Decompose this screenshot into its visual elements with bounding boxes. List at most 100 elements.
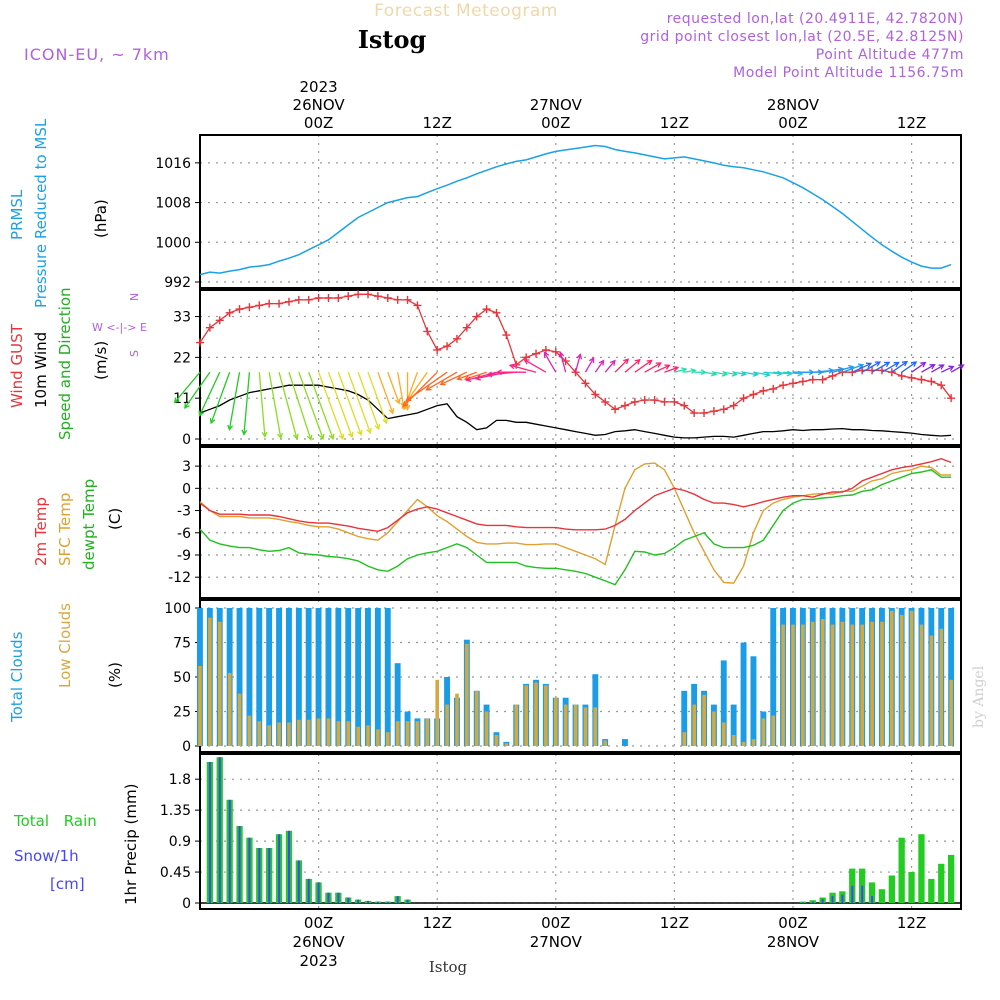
- wind-arrowhead: [425, 385, 432, 391]
- wind-arrowhead: [347, 431, 354, 439]
- gust-label: Wind GUST: [8, 323, 26, 408]
- gust-marker: [808, 375, 817, 384]
- wind-arrow: [674, 368, 687, 373]
- wind-arrowhead: [209, 418, 216, 425]
- wind-arrowhead: [374, 423, 381, 431]
- gust-marker: [828, 371, 837, 380]
- snow-bar: [801, 902, 804, 903]
- wind-arrowhead: [958, 364, 965, 370]
- low-cloud-bar: [376, 729, 380, 746]
- gust-marker: [709, 407, 718, 416]
- total-cloud-bar: [681, 690, 688, 746]
- gust-marker: [611, 405, 620, 414]
- top-time-axis: 00Z 12Z 00Z 12Z 00Z 12Z 26NOV 27NOV 28NOV 2023: [293, 78, 927, 132]
- low-cloud-bar: [781, 624, 785, 746]
- wind-arrow: [881, 362, 899, 373]
- wind-arrowhead: [456, 375, 463, 381]
- gust-marker: [423, 327, 432, 336]
- low-cloud-bar: [850, 624, 855, 746]
- panel-frame: [199, 599, 962, 753]
- gust-marker: [275, 299, 284, 308]
- pressure-labels: PRMSL Pressure Reduced to MSL (hPa): [8, 118, 110, 308]
- wind-arrowhead: [495, 369, 502, 376]
- snow-bar: [871, 896, 874, 903]
- gust-marker: [304, 295, 313, 304]
- bottom-tick-label: 00Z: [541, 914, 570, 932]
- low-cloud-bar: [257, 721, 262, 746]
- wind-arrow: [210, 371, 231, 424]
- temperature-panel: -12 -9 -6 -3 0 3: [168, 446, 962, 599]
- wind-arrow: [604, 360, 616, 373]
- precip-labels: Total Rain Snow/1h [cm] 1hr Precip (mm): [13, 784, 140, 905]
- wind-arrow: [347, 371, 371, 434]
- gust-marker: [670, 397, 679, 406]
- gust-marker: [314, 294, 323, 302]
- wind-arrowhead: [865, 362, 873, 368]
- wind-arrowhead: [857, 363, 865, 369]
- gust-marker: [393, 295, 402, 304]
- y-tick-label: -3: [177, 504, 191, 520]
- y-tick-label: 992: [164, 275, 191, 291]
- low-cloud-bar: [435, 679, 439, 746]
- low-cloud-bar: [218, 621, 222, 746]
- low-clouds-label: Low Clouds: [56, 603, 74, 688]
- low-cloud-bar: [880, 621, 884, 746]
- gust-marker: [255, 301, 264, 310]
- gust-marker: [502, 331, 511, 340]
- low-cloud-bar: [336, 721, 341, 746]
- rain-bar: [898, 837, 905, 903]
- y-tick-label: 0.9: [169, 834, 191, 850]
- gust-line: [199, 293, 952, 414]
- low-cloud-bar: [771, 715, 775, 746]
- wind-arrow: [911, 362, 926, 373]
- wind-arrow: [703, 371, 717, 375]
- wind-arrow: [298, 371, 324, 440]
- clouds-unit-label: (%): [106, 662, 124, 688]
- wind-arrow: [327, 371, 353, 438]
- wind-arrow: [713, 371, 727, 376]
- low-cloud-bar: [593, 707, 598, 746]
- snow-bar: [367, 900, 369, 903]
- bottom-tick-label: 00Z: [778, 914, 807, 932]
- total-cloud-bar: [948, 608, 955, 746]
- snow-bar: [861, 885, 864, 903]
- wind-arrow: [743, 371, 758, 376]
- gust-marker: [551, 347, 560, 356]
- wind-arrow: [387, 371, 400, 404]
- low-cloud-bar: [890, 610, 894, 746]
- total-cloud-bar: [750, 656, 757, 746]
- snow-bar: [821, 898, 824, 903]
- wind-arrowhead: [681, 367, 688, 373]
- requested-coords: requested lon,lat (20.4911E, 42.7820N): [667, 11, 964, 27]
- wind-arrow: [614, 358, 629, 373]
- wind-arrow: [401, 371, 428, 409]
- gust-marker: [798, 377, 807, 386]
- compass-s: S: [128, 350, 141, 357]
- wind-arrow: [921, 364, 935, 373]
- wind-arrowhead: [874, 361, 882, 367]
- temperature-labels: 2m Temp SFC Temp dewpt Temp (C): [32, 479, 124, 570]
- wind-arrowhead: [328, 433, 335, 441]
- wind-arrow: [594, 360, 605, 373]
- gust-marker: [601, 397, 610, 406]
- gust-marker: [591, 390, 600, 399]
- low-cloud-bar: [425, 718, 430, 746]
- low-cloud-bar: [712, 711, 716, 746]
- gust-marker: [196, 338, 204, 347]
- bottom-date-label: 26NOV: [293, 933, 346, 951]
- gust-marker: [680, 401, 689, 410]
- wind-arrowhead: [646, 359, 653, 366]
- low-cloud-bar: [455, 693, 459, 746]
- wind-arrow: [654, 364, 670, 373]
- wind-arrow: [684, 369, 696, 373]
- wind-arrowhead: [366, 427, 372, 435]
- wind-arrow: [664, 366, 679, 373]
- gust-marker: [947, 394, 956, 403]
- gust-marker: [690, 409, 699, 418]
- total-cloud-bar: [305, 608, 312, 746]
- top-tick-label: 00Z: [778, 114, 807, 132]
- pressure-panel: 992 1000 1008 1016: [155, 134, 962, 291]
- rain-bar: [918, 834, 925, 903]
- wind-arrow: [871, 361, 890, 373]
